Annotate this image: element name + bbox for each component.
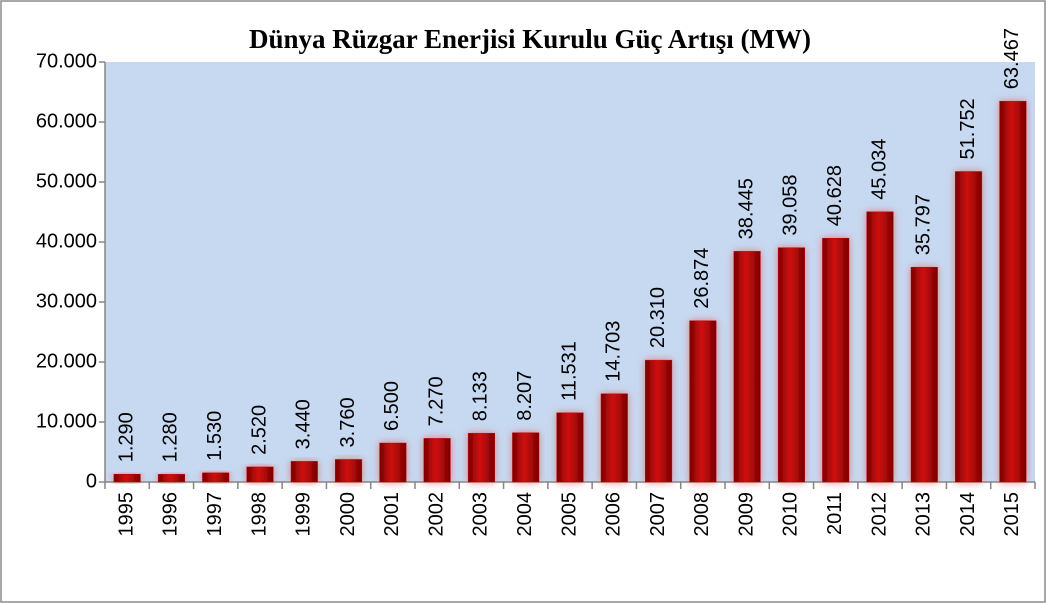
x-tick-label: 2012 — [868, 492, 890, 537]
x-tick-label: 1996 — [160, 492, 182, 537]
chart-title: Dünya Rüzgar Enerjisi Kurulu Güç Artışı … — [249, 24, 811, 54]
bar — [467, 432, 495, 483]
bar — [866, 211, 894, 483]
y-tick-label: 70.000 — [36, 50, 97, 72]
x-tick-label: 2014 — [957, 492, 979, 537]
y-tick-label: 60.000 — [36, 110, 97, 132]
bar — [689, 320, 717, 483]
data-label: 2.520 — [248, 405, 270, 455]
data-label: 51.752 — [957, 98, 979, 159]
data-label: 14.703 — [603, 321, 625, 382]
x-tick-label: 2001 — [381, 492, 403, 537]
y-tick-label: 10.000 — [36, 410, 97, 432]
y-tick-label: 0 — [86, 470, 97, 492]
bar — [290, 461, 318, 483]
data-label: 1.530 — [204, 411, 226, 461]
x-tick-label: 2015 — [1001, 492, 1023, 537]
bar — [955, 171, 983, 483]
data-label: 1.290 — [115, 412, 137, 462]
bar — [113, 474, 141, 483]
bar — [910, 266, 938, 483]
bar — [157, 474, 185, 483]
x-tick-label: 2000 — [337, 492, 359, 537]
bar — [645, 359, 673, 483]
bar — [202, 472, 230, 483]
data-label: 35.797 — [913, 194, 935, 255]
x-tick-label: 1997 — [204, 492, 226, 537]
data-label: 63.467 — [1001, 28, 1023, 89]
x-tick-label: 2005 — [558, 492, 580, 537]
data-label: 3.440 — [293, 399, 315, 449]
x-tick-label: 1998 — [248, 492, 270, 537]
data-label: 8.133 — [470, 371, 492, 421]
data-label: 38.445 — [735, 178, 757, 239]
bar — [423, 438, 451, 483]
x-tick-label: 2013 — [913, 492, 935, 537]
data-label: 39.058 — [780, 174, 802, 235]
data-label: 3.760 — [337, 397, 359, 447]
x-tick-label: 2010 — [780, 492, 802, 537]
y-tick-label: 50.000 — [36, 170, 97, 192]
y-tick-label: 30.000 — [36, 290, 97, 312]
x-tick-label: 1999 — [293, 492, 315, 537]
data-label: 7.270 — [425, 376, 447, 426]
bar — [999, 100, 1027, 483]
y-tick-label: 20.000 — [36, 350, 97, 372]
x-tick-label: 2008 — [691, 492, 713, 537]
bar — [733, 251, 761, 483]
data-label: 6.500 — [381, 381, 403, 431]
x-tick-label: 2007 — [647, 492, 669, 537]
bar — [335, 459, 363, 483]
bar — [379, 442, 407, 483]
data-label: 1.280 — [160, 412, 182, 462]
bar — [822, 237, 850, 483]
bar — [777, 247, 805, 483]
bar — [246, 466, 274, 483]
x-tick-label: 2003 — [470, 492, 492, 537]
data-label: 20.310 — [647, 287, 669, 348]
data-label: 45.034 — [868, 139, 890, 200]
data-label: 11.531 — [558, 341, 580, 401]
x-tick-label: 2011 — [824, 492, 846, 535]
x-tick-label: 1995 — [115, 492, 137, 537]
bar — [556, 412, 584, 483]
data-label: 40.628 — [824, 165, 846, 226]
x-tick-label: 2002 — [425, 492, 447, 537]
x-tick-label: 2006 — [603, 492, 625, 537]
x-tick-label: 2009 — [735, 492, 757, 537]
y-tick-label: 40.000 — [36, 230, 97, 252]
bar — [512, 432, 540, 483]
bar — [600, 393, 628, 483]
data-label: 8.207 — [514, 371, 536, 421]
x-tick-label: 2004 — [514, 492, 536, 537]
data-label: 26.874 — [691, 248, 713, 309]
